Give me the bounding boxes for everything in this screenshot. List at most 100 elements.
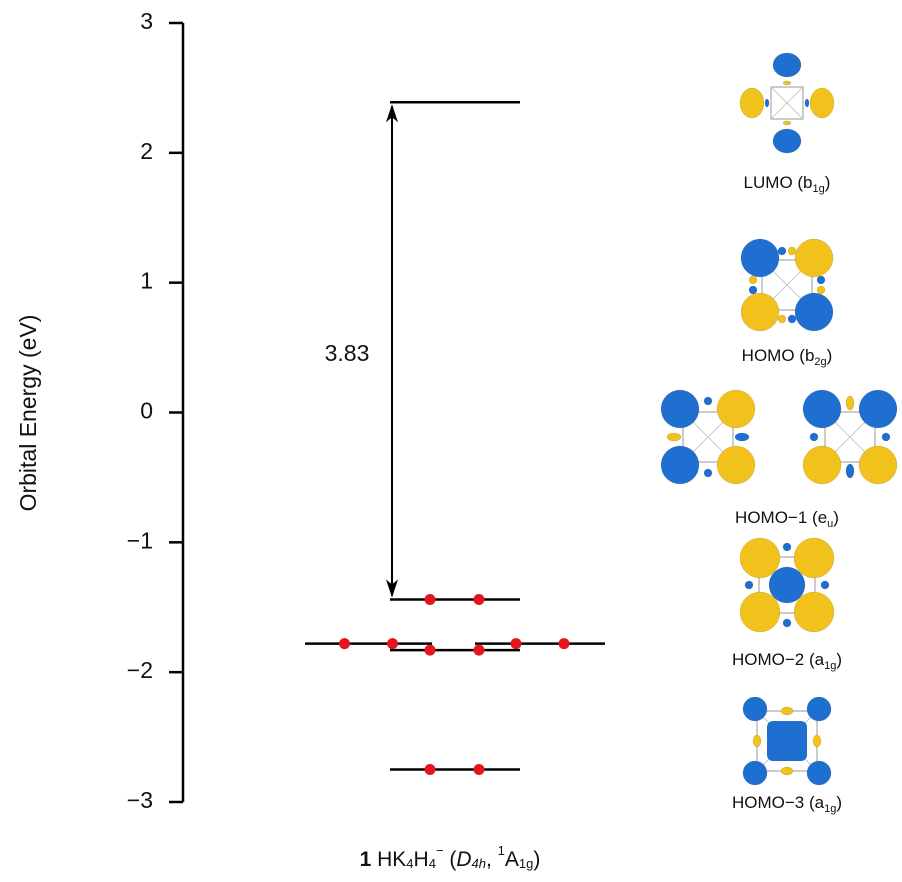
lobe <box>740 592 780 632</box>
orbital-name: HOMO−1 (e <box>735 508 827 527</box>
lobe <box>778 315 786 323</box>
lobe <box>813 735 821 747</box>
lobe <box>795 293 833 331</box>
lobe <box>740 88 764 118</box>
lobe <box>743 697 767 721</box>
y-tick-label: 3 <box>140 8 153 34</box>
lobe <box>846 396 854 410</box>
electron <box>339 638 350 649</box>
orbital-close: ) <box>827 346 833 365</box>
electron <box>559 638 570 649</box>
lobe <box>859 390 897 428</box>
y-tick-label: 0 <box>140 398 153 424</box>
orbital-symmetry: 1g <box>824 660 836 672</box>
lobe <box>817 276 825 284</box>
title-part: A <box>505 848 519 871</box>
lobe <box>803 390 841 428</box>
y-axis-label: Orbital Energy (eV) <box>15 315 41 512</box>
title-part: HK <box>371 848 406 871</box>
lobe <box>810 433 818 441</box>
lobe <box>740 538 780 578</box>
orbital-symmetry: 1g <box>813 183 825 195</box>
orbital-label: HOMO−3 (a1g) <box>732 793 842 814</box>
title-part: 4 <box>429 856 436 871</box>
title-part: D <box>456 848 471 871</box>
lobe <box>717 390 755 428</box>
lobe <box>769 567 805 603</box>
lobe <box>741 239 779 277</box>
chart-title: 1 HK4H4− (D4h, 1A1g) <box>360 843 541 871</box>
title-part: 1 <box>498 843 505 858</box>
orbital-label: HOMO (b2g) <box>742 346 833 367</box>
y-tick-label: −3 <box>127 787 153 813</box>
orbital-close: ) <box>836 793 842 812</box>
orbital-name: HOMO−2 (a <box>732 650 825 669</box>
orbital-symmetry: 2g <box>814 356 826 368</box>
lobe <box>783 619 791 627</box>
title-part: ( <box>444 848 457 871</box>
frame <box>771 87 803 119</box>
gap-label: 3.83 <box>325 340 370 366</box>
electron <box>425 764 436 775</box>
electron <box>425 594 436 605</box>
lobe <box>717 446 755 484</box>
orbital-picture <box>740 538 834 632</box>
orbital-picture <box>741 239 833 331</box>
title-part: 4h <box>472 856 486 871</box>
orbital-picture <box>743 697 831 785</box>
electron <box>474 764 485 775</box>
lobe <box>704 397 712 405</box>
title-part: ) <box>533 848 540 871</box>
lobe <box>817 286 825 294</box>
lobe <box>765 99 769 107</box>
lobe <box>743 761 767 785</box>
lobe <box>805 99 809 107</box>
lobe <box>795 239 833 277</box>
lobe <box>810 88 834 118</box>
lobe <box>778 247 786 255</box>
lobe <box>882 433 890 441</box>
orbital-label: HOMO−1 (eu) <box>735 508 839 529</box>
lobe <box>749 276 757 284</box>
title-part: H <box>414 848 429 871</box>
orbital-symmetry: 1g <box>824 803 836 815</box>
orbital-picture <box>803 390 897 484</box>
title-part: − <box>436 843 444 858</box>
lobe <box>773 53 801 77</box>
y-tick-label: −2 <box>127 657 153 683</box>
lobe <box>741 293 779 331</box>
title-part: 4 <box>406 856 413 871</box>
orbital-label: HOMO−2 (a1g) <box>732 650 842 671</box>
lobe <box>788 315 796 323</box>
title-part: 1 <box>360 848 372 871</box>
lobe <box>661 390 699 428</box>
lobe <box>783 543 791 551</box>
lobe <box>794 538 834 578</box>
lobe <box>735 433 749 441</box>
electron <box>474 645 485 656</box>
lobe <box>859 446 897 484</box>
lobe <box>667 433 681 441</box>
lobe <box>846 464 854 478</box>
y-tick-label: −1 <box>127 527 153 553</box>
lobe <box>749 286 757 294</box>
lobe <box>704 469 712 477</box>
lobe <box>767 721 807 761</box>
y-tick-label: 1 <box>140 268 153 294</box>
orbital-name: HOMO (b <box>742 346 815 365</box>
electron <box>511 638 522 649</box>
lobe <box>783 121 791 125</box>
orbital-close: ) <box>833 508 839 527</box>
electron <box>387 638 398 649</box>
lobe <box>781 707 793 715</box>
title-part: , <box>486 848 498 871</box>
lobe <box>803 446 841 484</box>
orbital-close: ) <box>836 650 842 669</box>
lobe <box>745 581 753 589</box>
orbital-picture <box>740 53 834 153</box>
lobe <box>807 761 831 785</box>
lobe <box>788 247 796 255</box>
lobe <box>807 697 831 721</box>
electron <box>474 594 485 605</box>
lobe <box>794 592 834 632</box>
